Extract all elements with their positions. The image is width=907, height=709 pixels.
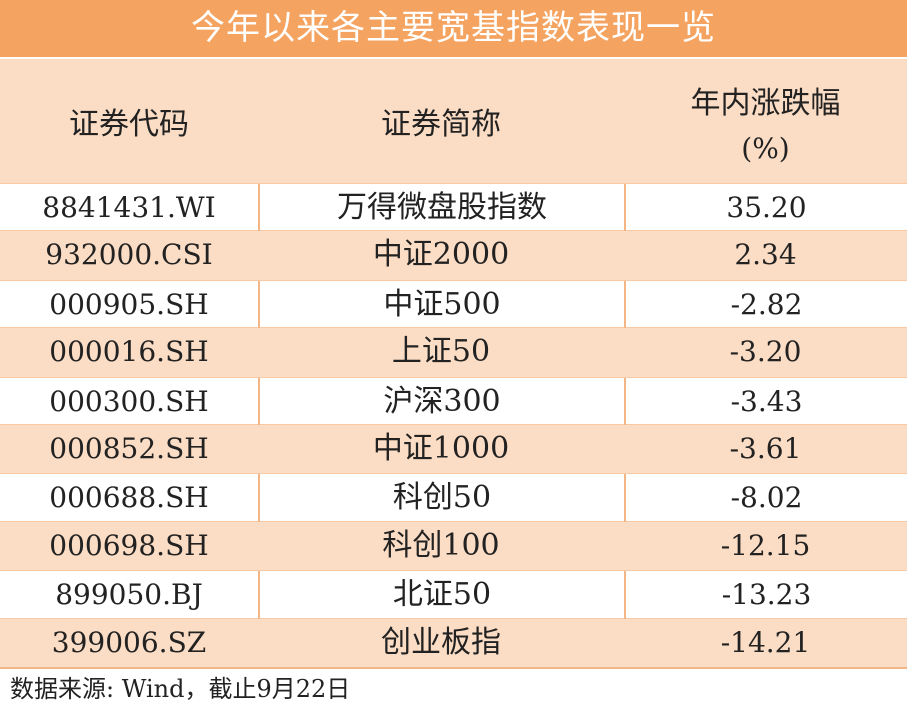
- cell-name: 中证2000: [372, 237, 510, 273]
- cell-name: 万得微盘股指数: [258, 184, 624, 233]
- cell-name: 上证50: [391, 334, 491, 370]
- cell-change: -12.15: [720, 528, 811, 562]
- source-note: 数据来源: Wind，截止9月22日: [0, 667, 907, 709]
- cell-name: 北证50: [258, 571, 624, 620]
- table-row: 000905.SH 中证500 -2.82: [0, 279, 907, 330]
- header-code-label: 证券代码: [69, 107, 189, 142]
- table-header: 证券代码 证券简称 年内涨跌幅 (%): [0, 57, 907, 183]
- cell-code: 932000.CSI: [45, 238, 213, 272]
- cell-code: 399006.SZ: [51, 625, 207, 659]
- cell-code: 899050.BJ: [55, 578, 203, 612]
- cell-code: 000016.SH: [49, 335, 209, 369]
- cell-change: -3.43: [624, 377, 907, 426]
- cell-change: -8.02: [624, 474, 907, 523]
- cell-name: 沪深300: [258, 377, 624, 426]
- cell-name: 创业板指: [381, 624, 501, 660]
- cell-code: 000688.SH: [49, 481, 209, 515]
- header-name-label: 证券简称: [381, 107, 501, 142]
- cell-name: 科创50: [258, 474, 624, 523]
- cell-name: 中证500: [258, 280, 624, 330]
- header-change: 年内涨跌幅 (%): [624, 59, 907, 183]
- cell-change: -2.82: [624, 280, 907, 330]
- table-row: 000852.SH 中证1000 -3.61: [0, 424, 907, 474]
- cell-change: 35.20: [624, 184, 907, 233]
- cell-code: 000905.SH: [49, 287, 209, 321]
- cell-code: 000300.SH: [49, 384, 209, 418]
- table-row: 932000.CSI 中证2000 2.34: [0, 231, 907, 280]
- table-row: 000300.SH 沪深300 -3.43: [0, 376, 907, 426]
- cell-code: 000698.SH: [49, 528, 209, 562]
- cell-code: 8841431.WI: [42, 191, 216, 224]
- table-row: 899050.BJ 北证50 -13.23: [0, 570, 907, 620]
- table-row: 000698.SH 科创100 -12.15: [0, 521, 907, 571]
- table-title: 今年以来各主要宽基指数表现一览: [0, 0, 907, 57]
- header-change-label: 年内涨跌幅: [690, 85, 841, 121]
- table-row: 8841431.WI 万得微盘股指数 35.20: [0, 183, 907, 233]
- header-code: 证券代码: [0, 59, 258, 183]
- table-row: 399006.SZ 创业板指 -14.21: [0, 618, 907, 667]
- cell-name: 中证1000: [372, 430, 510, 466]
- table-body: 8841431.WI 万得微盘股指数 35.20 932000.CSI 中证20…: [0, 183, 907, 667]
- cell-code: 000852.SH: [49, 431, 209, 465]
- header-name: 证券简称: [258, 59, 624, 183]
- cell-change: -14.21: [720, 625, 811, 659]
- cell-name: 科创100: [382, 527, 500, 563]
- table-row: 000688.SH 科创50 -8.02: [0, 473, 907, 523]
- header-change-unit: (%): [741, 131, 790, 165]
- cell-change: -3.61: [729, 431, 802, 465]
- cell-change: 2.34: [734, 238, 797, 272]
- table-row: 000016.SH 上证50 -3.20: [0, 328, 907, 377]
- cell-change: -13.23: [624, 571, 907, 620]
- cell-change: -3.20: [729, 335, 802, 369]
